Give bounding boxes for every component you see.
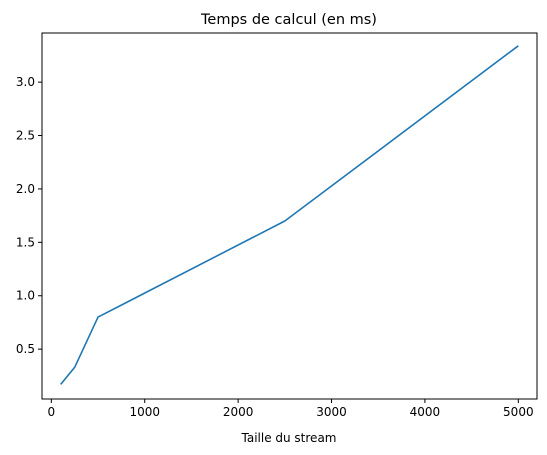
y-tick-label: 1.5 <box>16 235 35 249</box>
chart-title: Temps de calcul (en ms) <box>200 12 377 28</box>
x-tick-label: 4000 <box>410 405 441 419</box>
x-tick-label: 3000 <box>316 405 347 419</box>
x-tick-label: 0 <box>48 405 56 419</box>
y-tick-label: 0.5 <box>16 342 35 356</box>
y-tick-label: 2.0 <box>16 182 35 196</box>
plot-frame <box>41 32 538 400</box>
x-tick-label: 5000 <box>503 405 534 419</box>
series-layer <box>60 45 519 385</box>
y-tick-label: 3.0 <box>16 75 35 89</box>
x-axis: 0 1000 2000 3000 4000 5000 <box>48 399 534 419</box>
x-tick-label: 2000 <box>223 405 254 419</box>
series-line <box>60 45 519 385</box>
y-axis: 0.5 1.0 1.5 2.0 2.5 3.0 <box>16 75 42 356</box>
y-tick-label: 2.5 <box>16 129 35 143</box>
x-tick-label: 1000 <box>129 405 160 419</box>
x-axis-label: Taille du stream <box>241 431 337 445</box>
y-tick-label: 1.0 <box>16 289 35 303</box>
